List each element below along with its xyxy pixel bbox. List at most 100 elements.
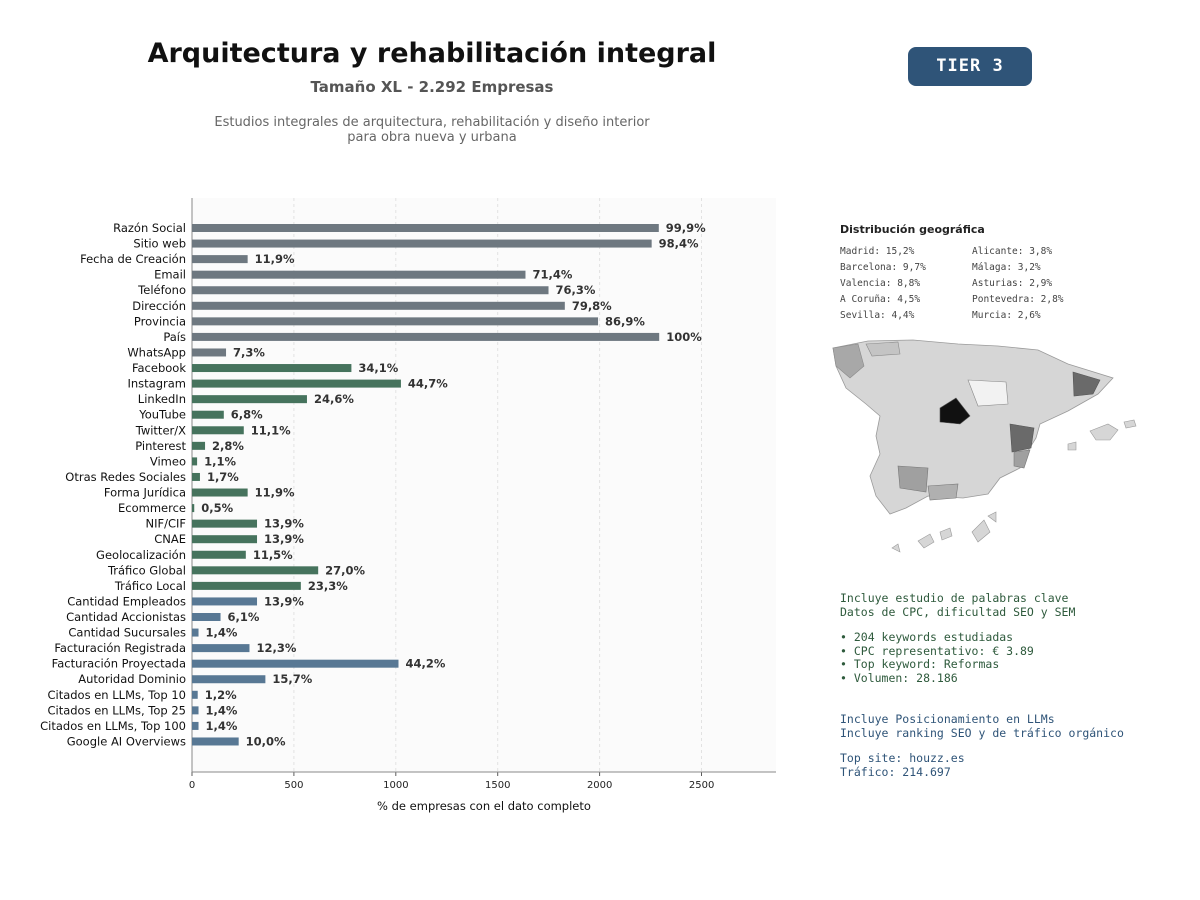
bar-value-label-32: 1,4% [206,719,238,733]
keyword-bullet-3: • Top keyword: Reformas [840,657,1000,671]
y-category-label-21: Geolocalización [96,548,186,562]
y-category-label-22: Tráfico Global [107,563,186,577]
bar-3 [192,270,526,279]
keyword-bullet-4: • Volumen: 28.186 [840,670,958,685]
x-tick-label-2: 1000 [383,780,408,791]
y-category-label-12: YouTube [138,408,186,422]
bar-value-label-21: 11,5% [253,548,293,562]
bar-value-label-11: 24,6% [314,392,354,406]
keyword-bullet-1: • 204 keywords estudiadas [840,630,1014,644]
y-category-label-17: Forma Jurídica [104,486,186,500]
bar-value-label-5: 79,8% [572,299,612,313]
bar-14 [192,441,206,450]
map-canary-4 [987,511,997,523]
y-category-label-31: Citados en LLMs, Top 25 [47,703,186,717]
map-galicia [832,343,865,379]
bar-value-label-31: 1,4% [206,703,238,717]
bar-10 [192,379,401,388]
y-category-label-6: Provincia [134,314,186,328]
bar-value-label-15: 1,1% [204,454,236,468]
llm-seo-block: Incluye Posicionamiento en LLMs Incluye … [840,712,1124,779]
x-tick-label-0: 0 [189,780,195,791]
keyword-study-block: Incluye estudio de palabras clave Datos … [840,591,1076,685]
y-category-label-1: Sitio web [133,237,186,251]
y-category-label-0: Razón Social [113,221,186,235]
map-leon-area [967,379,1009,407]
geo-item-sevilla: Sevilla: 4,4% [840,310,915,321]
y-category-label-26: Cantidad Sucursales [68,626,186,640]
bar-value-label-19: 13,9% [264,517,304,531]
map-balearics [1089,423,1119,441]
map-barcelona [1072,371,1101,397]
geo-item-barcelona: Barcelona: 9,7% [840,262,926,273]
bar-value-label-8: 7,3% [233,345,265,359]
keyword-line-2: Datos de CPC, dificultad SEO y SEM [840,604,1076,619]
bar-2 [192,255,248,264]
y-category-label-25: Cantidad Accionistas [66,610,186,624]
bar-33 [192,737,239,746]
y-category-label-5: Dirección [132,299,186,313]
bar-value-label-26: 1,4% [206,626,238,640]
bar-8 [192,348,227,357]
x-axis-title: % de empresas con el dato completo [377,799,591,813]
bar-value-label-14: 2,8% [212,439,244,453]
bar-19 [192,519,258,528]
bar-value-label-13: 11,1% [251,423,291,437]
bar-value-label-18: 0,5% [201,501,233,515]
geo-item-asturias: Asturias: 2,9% [972,278,1053,289]
bar-16 [192,472,200,481]
y-category-label-15: Vimeo [150,454,186,468]
y-category-label-3: Email [154,268,186,282]
map-canary-1 [917,533,935,549]
bar-6 [192,317,599,326]
page-title: Arquitectura y rehabilitación integral [147,38,717,69]
y-category-label-11: LinkedIn [138,392,186,406]
bar-23 [192,581,301,590]
bar-11 [192,395,307,404]
map-canary-3 [971,519,991,543]
description-line-2: para obra nueva y urbana [347,130,517,145]
tier-badge: TIER 3 [908,47,1032,86]
map-mainland [832,339,1114,515]
map-valencia [1009,423,1035,453]
x-tick-label-1: 500 [284,780,303,791]
bar-13 [192,426,244,435]
y-category-label-20: CNAE [154,532,186,546]
geo-item-malaga: Málaga: 3,2% [972,262,1041,273]
bar-value-label-3: 71,4% [532,268,572,282]
bar-value-label-16: 1,7% [207,470,239,484]
map-canary-5 [891,543,901,553]
description-line-1: Estudios integrales de arquitectura, reh… [214,115,650,130]
bar-30 [192,690,198,699]
bar-17 [192,488,248,497]
bar-value-label-25: 6,1% [228,610,260,624]
llm-line-2: Incluye ranking SEO y de tráfico orgánic… [840,725,1124,740]
bar-18 [192,504,195,513]
x-tick-label-5: 2500 [689,780,714,791]
y-category-label-18: Ecommerce [118,501,186,515]
bar-26 [192,628,199,637]
y-category-label-7: País [163,330,186,344]
bar-value-label-20: 13,9% [264,532,304,546]
bar-value-label-33: 10,0% [246,734,286,748]
x-tick-label-3: 1500 [485,780,510,791]
bar-29 [192,675,266,684]
y-category-label-9: Facebook [132,361,186,375]
bar-value-label-23: 23,3% [308,579,348,593]
bar-4 [192,286,549,295]
bar-value-label-4: 76,3% [556,283,596,297]
bar-value-label-10: 44,7% [408,377,448,391]
bar-25 [192,613,221,621]
geo-item-madrid: Madrid: 15,2% [840,246,915,257]
bar-value-label-2: 11,9% [255,252,295,266]
bar-value-label-7: 100% [666,330,702,344]
top-site: Top site: houzz.es [840,751,965,765]
bar-value-label-29: 15,7% [272,672,312,686]
bar-12 [192,410,224,419]
map-malaga [927,483,959,501]
y-category-label-13: Twitter/X [135,423,186,437]
geo-distribution-title: Distribución geográfica [840,223,985,236]
map-asturias [865,341,901,357]
y-category-label-16: Otras Redes Sociales [65,470,186,484]
map-sevilla [897,465,929,493]
